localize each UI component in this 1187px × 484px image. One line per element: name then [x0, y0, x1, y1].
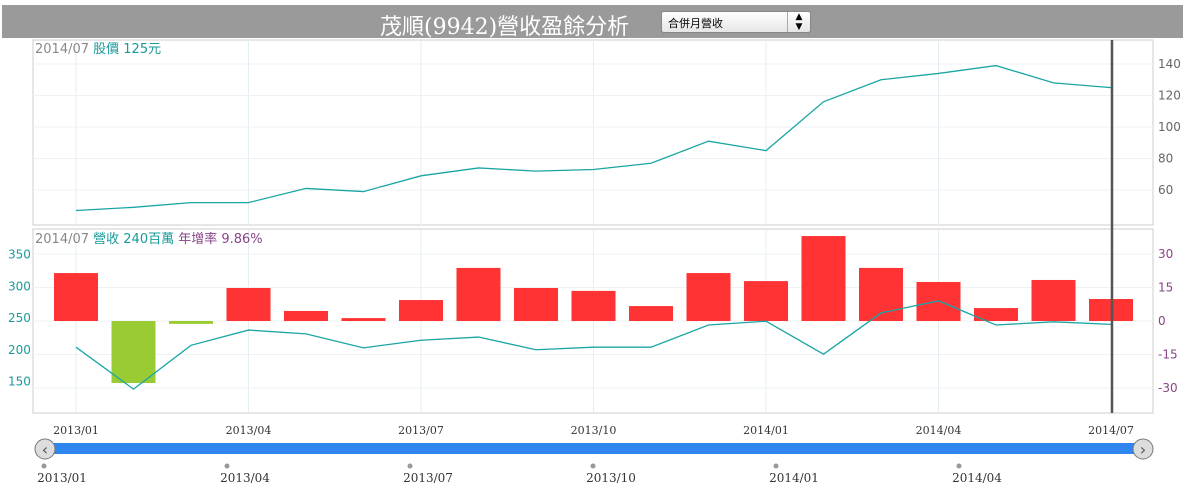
yoy-tick: 0 [1158, 314, 1166, 328]
price-tick: 120 [1158, 89, 1181, 103]
yoy-tick: 15 [1158, 281, 1173, 295]
price-tick: 140 [1158, 57, 1181, 71]
yoy-bar[interactable] [169, 321, 213, 324]
revenue-line [75, 300, 1112, 390]
updown-arrow-icon: ▲ ▼ [787, 12, 810, 32]
yoy-tick: -30 [1158, 381, 1178, 395]
x-tick: 2013/01 [53, 424, 99, 437]
x-tick: 2013/10 [571, 424, 617, 437]
navigator-dot [224, 463, 230, 469]
navigator-label: 2014/04 [952, 471, 1002, 484]
yoy-bar[interactable] [571, 290, 616, 321]
report-type-select[interactable]: 合併月營收 ▲ ▼ [661, 11, 811, 33]
navigator-dot [773, 463, 779, 469]
yoy-bar[interactable] [744, 281, 788, 321]
yoy-bar[interactable] [226, 287, 271, 321]
yoy-tick: 30 [1158, 247, 1173, 261]
navigator-dot [407, 463, 413, 469]
yoy-bar[interactable] [974, 308, 1018, 321]
navigator-label: 2014/01 [769, 471, 819, 484]
header-bar: 茂順(9942)營收盈餘分析 合併月營收 ▲ ▼ [2, 5, 1183, 40]
revenue-legend: 2014/07 營收 240百萬 年增率 9.86% [35, 231, 263, 247]
yoy-bar[interactable] [629, 306, 673, 321]
x-tick: 2014/07 [1088, 424, 1134, 437]
navigator-right-arrow-icon-glyph: › [1140, 440, 1146, 459]
x-tick: 2014/04 [916, 424, 962, 437]
page-title: 茂順(9942)營收盈餘分析 [380, 15, 630, 40]
yoy-bar[interactable] [801, 236, 846, 321]
navigator-label: 2013/01 [37, 471, 87, 484]
yoy-bar[interactable] [284, 310, 328, 321]
yoy-bar[interactable] [456, 267, 501, 321]
revenue-tick: 300 [8, 279, 31, 293]
yoy-bar[interactable] [1031, 279, 1076, 321]
yoy-bar[interactable] [341, 318, 386, 321]
yoy-bar[interactable] [54, 273, 98, 321]
navigator-left-arrow-icon-glyph: ‹ [42, 440, 48, 459]
x-tick: 2013/07 [398, 424, 444, 437]
price-tick: 60 [1158, 183, 1173, 197]
yoy-bar[interactable] [399, 300, 443, 321]
revenue-tick: 350 [8, 248, 31, 262]
navigator-dot [956, 463, 962, 469]
navigator-range[interactable] [45, 443, 1143, 454]
navigator-label: 2013/10 [586, 471, 636, 484]
price-tick: 100 [1158, 120, 1181, 134]
revenue-tick: 200 [8, 343, 31, 357]
revenue-tick: 150 [8, 375, 31, 389]
revenue-tick: 250 [8, 311, 31, 325]
x-tick: 2013/04 [226, 424, 272, 437]
price-tick: 80 [1158, 152, 1173, 166]
navigator-right-arrow-icon[interactable] [1132, 438, 1154, 460]
navigator-left-arrow-icon[interactable] [34, 438, 56, 460]
yoy-tick: -15 [1158, 347, 1178, 361]
navigator-label: 2013/04 [220, 471, 270, 484]
navigator-dot [590, 463, 596, 469]
yoy-bar[interactable] [111, 321, 156, 383]
yoy-bar[interactable] [514, 287, 558, 321]
navigator-dot [41, 463, 47, 469]
price-legend: 2014/07 股價 125元 [35, 42, 161, 57]
price-line [75, 64, 1112, 212]
select-value: 合併月營收 [668, 17, 723, 30]
yoy-bar[interactable] [686, 273, 731, 321]
navigator-label: 2013/07 [403, 471, 453, 484]
x-tick: 2014/01 [743, 424, 789, 437]
yoy-bar[interactable] [859, 267, 903, 321]
